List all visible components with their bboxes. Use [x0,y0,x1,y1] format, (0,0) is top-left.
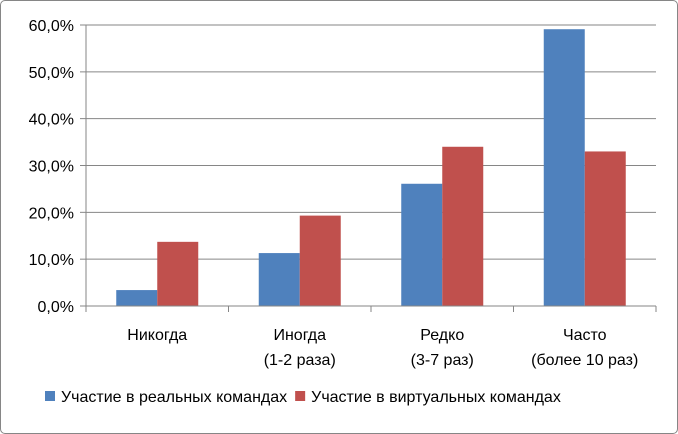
y-tick-label: 50,0% [29,65,74,82]
bar [543,29,585,307]
legend: Участие в реальных командах Участие в вир… [45,389,561,406]
legend-label: Участие в реальных командах [61,389,287,406]
x-category-label: Редко [420,327,464,344]
bars [116,29,626,307]
x-category-label: Никогда [127,327,187,344]
y-tick-label: 30,0% [29,159,74,176]
y-tick-label: 60,0% [29,18,74,35]
y-tick-label: 40,0% [29,112,74,129]
bar [401,183,443,306]
y-tick-label: 0,0% [38,299,74,316]
x-category-labels: Никогда Иногда (1-2 раза) Редко (3-7 раз) Час… [127,327,638,369]
x-category-label: (1-2 раза) [264,352,336,369]
bar [584,151,626,306]
x-category-label: (более 10 раз) [531,352,638,369]
bar [258,253,300,306]
legend-swatch [295,391,306,401]
bar [116,290,158,306]
bar [299,215,341,306]
legend-label: Участие в виртуальных командах [311,389,561,406]
bar [157,241,199,306]
y-tick-labels: 0,0% 10,0% 20,0% 30,0% 40,0% 50,0% 60,0% [29,18,74,316]
axes [80,24,657,312]
legend-swatch [45,391,55,401]
x-category-label: Иногда [273,327,326,344]
y-tick-label: 10,0% [29,252,74,269]
x-category-label: (3-7 раз) [411,352,474,369]
y-tick-label: 20,0% [29,205,74,222]
bar [442,146,484,306]
x-category-label: Часто [563,327,607,344]
